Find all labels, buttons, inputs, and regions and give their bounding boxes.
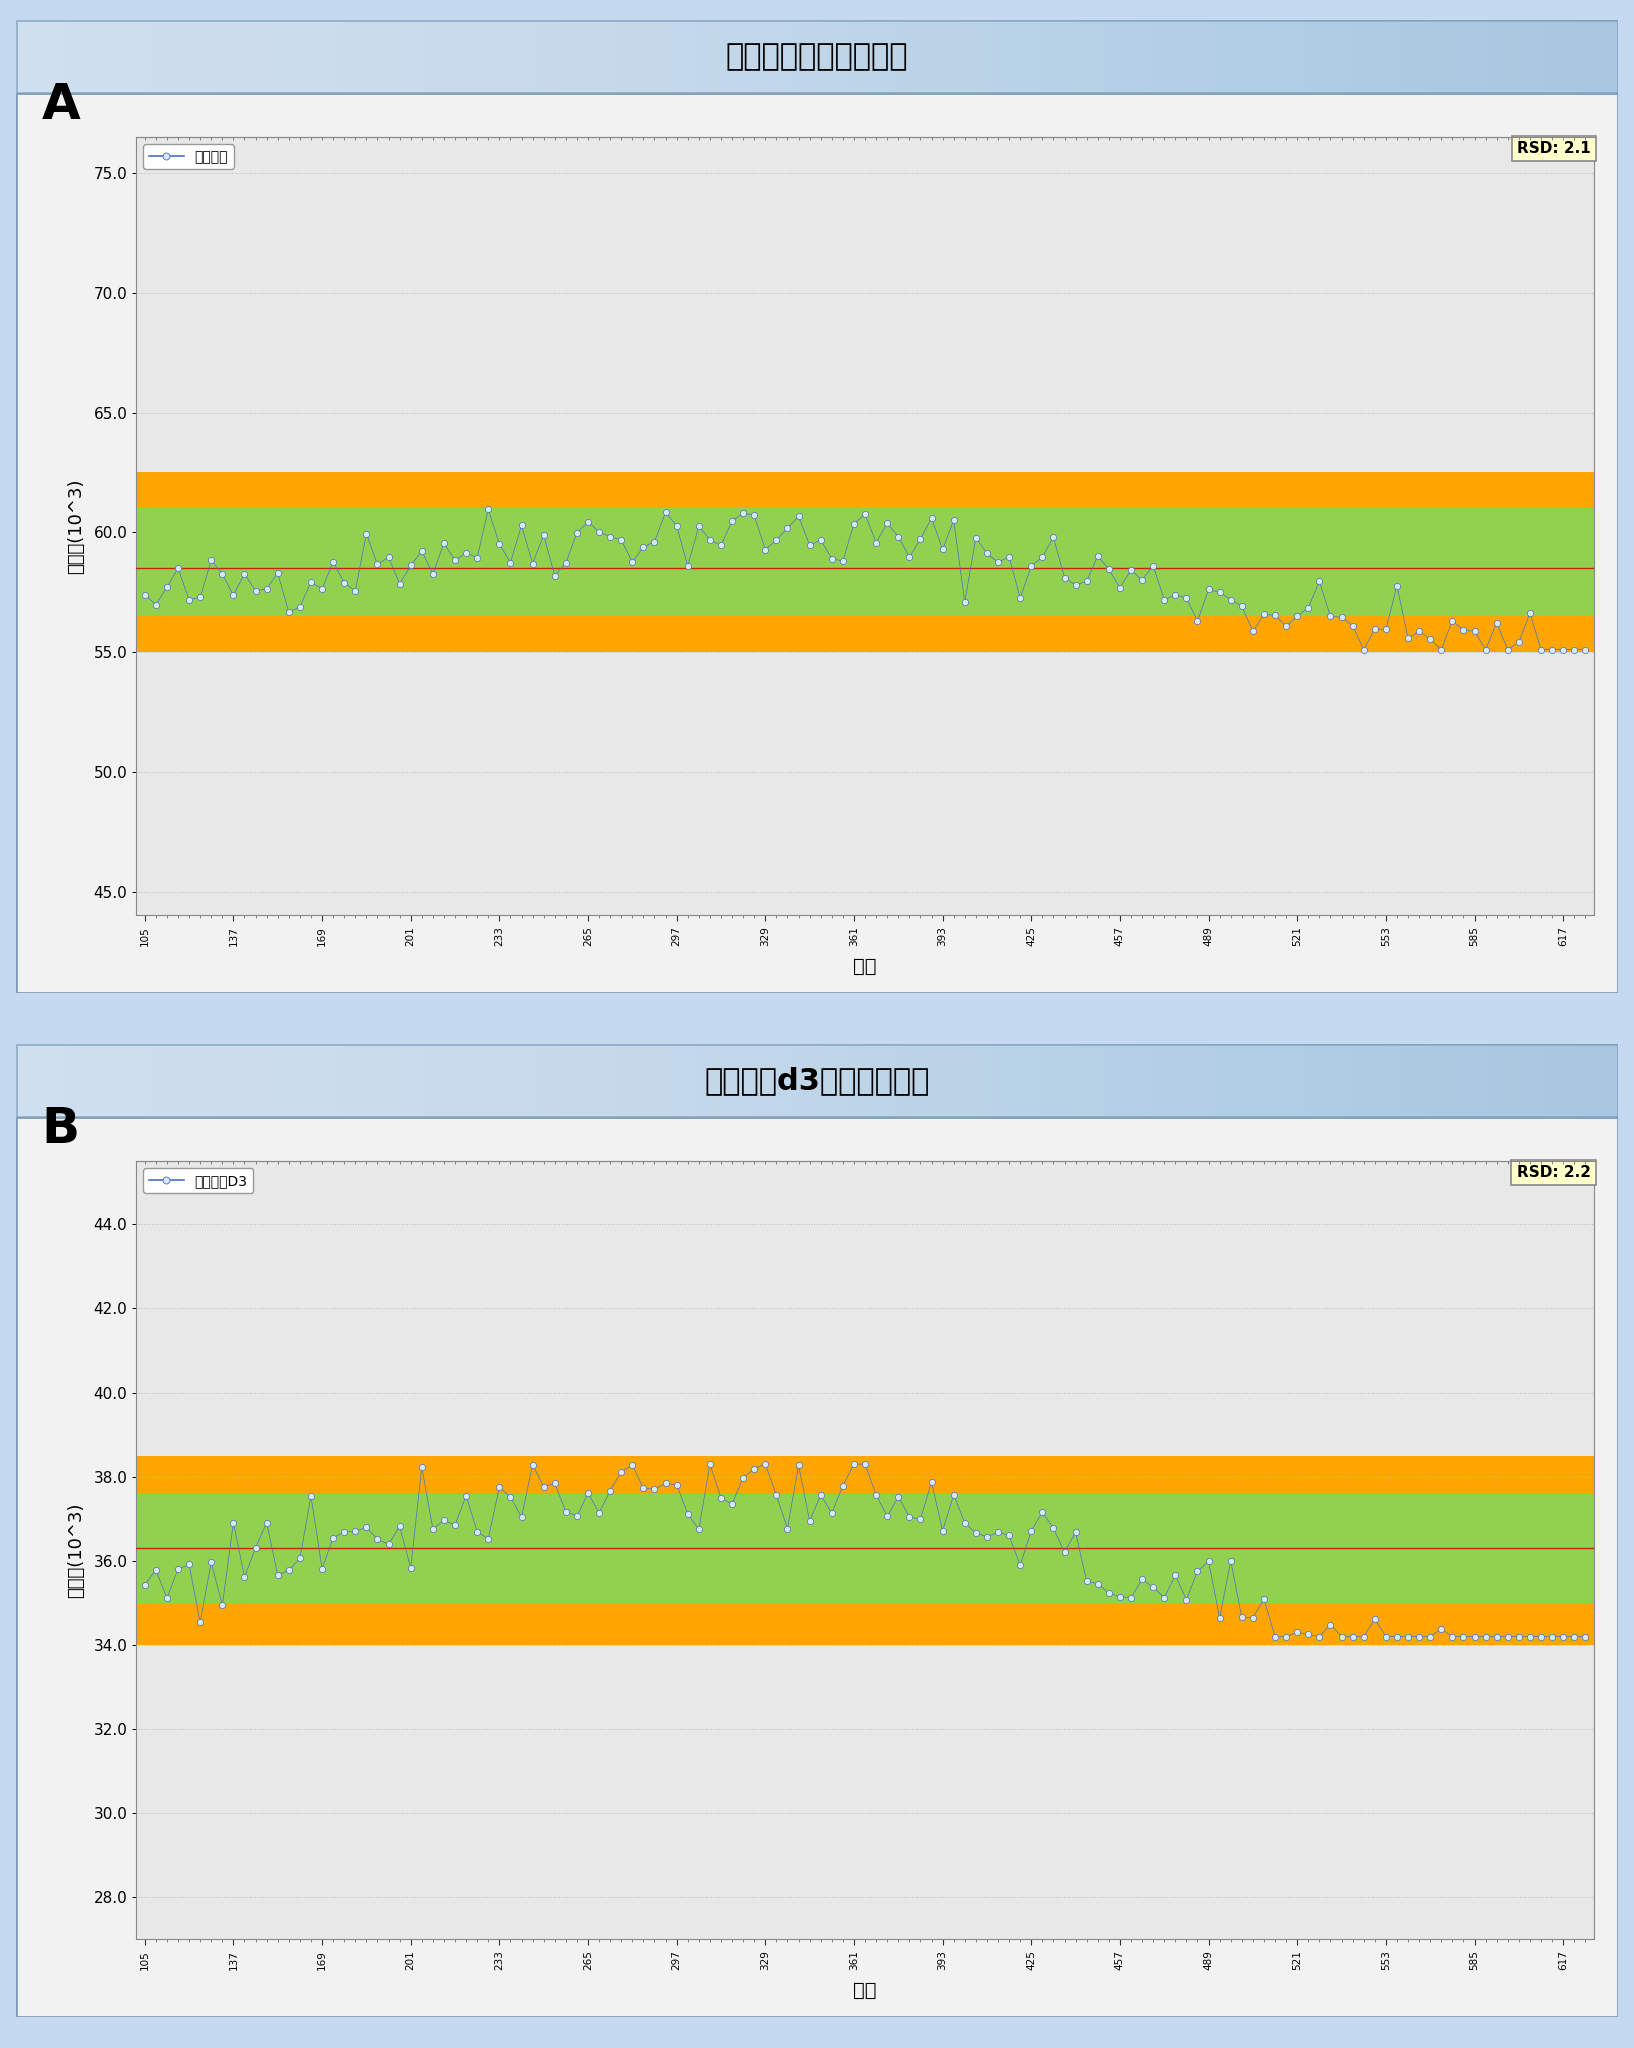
X-axis label: 样品: 样品: [853, 956, 877, 975]
Text: 丙烯酰胺d3峰面积稳定性: 丙烯酰胺d3峰面积稳定性: [704, 1067, 930, 1096]
Text: 丙烯酰胺峰面积稳定性: 丙烯酰胺峰面积稳定性: [725, 43, 909, 72]
Legend: 丙烯酰胺D3: 丙烯酰胺D3: [144, 1167, 253, 1194]
Text: A: A: [42, 82, 80, 129]
Text: RSD: 2.2: RSD: 2.2: [1516, 1165, 1592, 1180]
Y-axis label: 峰面积(10^3): 峰面积(10^3): [67, 1503, 85, 1597]
X-axis label: 样品: 样品: [853, 1980, 877, 1999]
Bar: [136, 1493, 1593, 1604]
Bar: [136, 473, 1593, 651]
Text: B: B: [42, 1106, 80, 1153]
Text: RSD: 2.1: RSD: 2.1: [1516, 141, 1592, 156]
Y-axis label: 峰面积(10^3): 峰面积(10^3): [67, 479, 85, 573]
Bar: [136, 508, 1593, 616]
Bar: [136, 1456, 1593, 1645]
Legend: 丙烯酰胺: 丙烯酰胺: [144, 143, 234, 170]
